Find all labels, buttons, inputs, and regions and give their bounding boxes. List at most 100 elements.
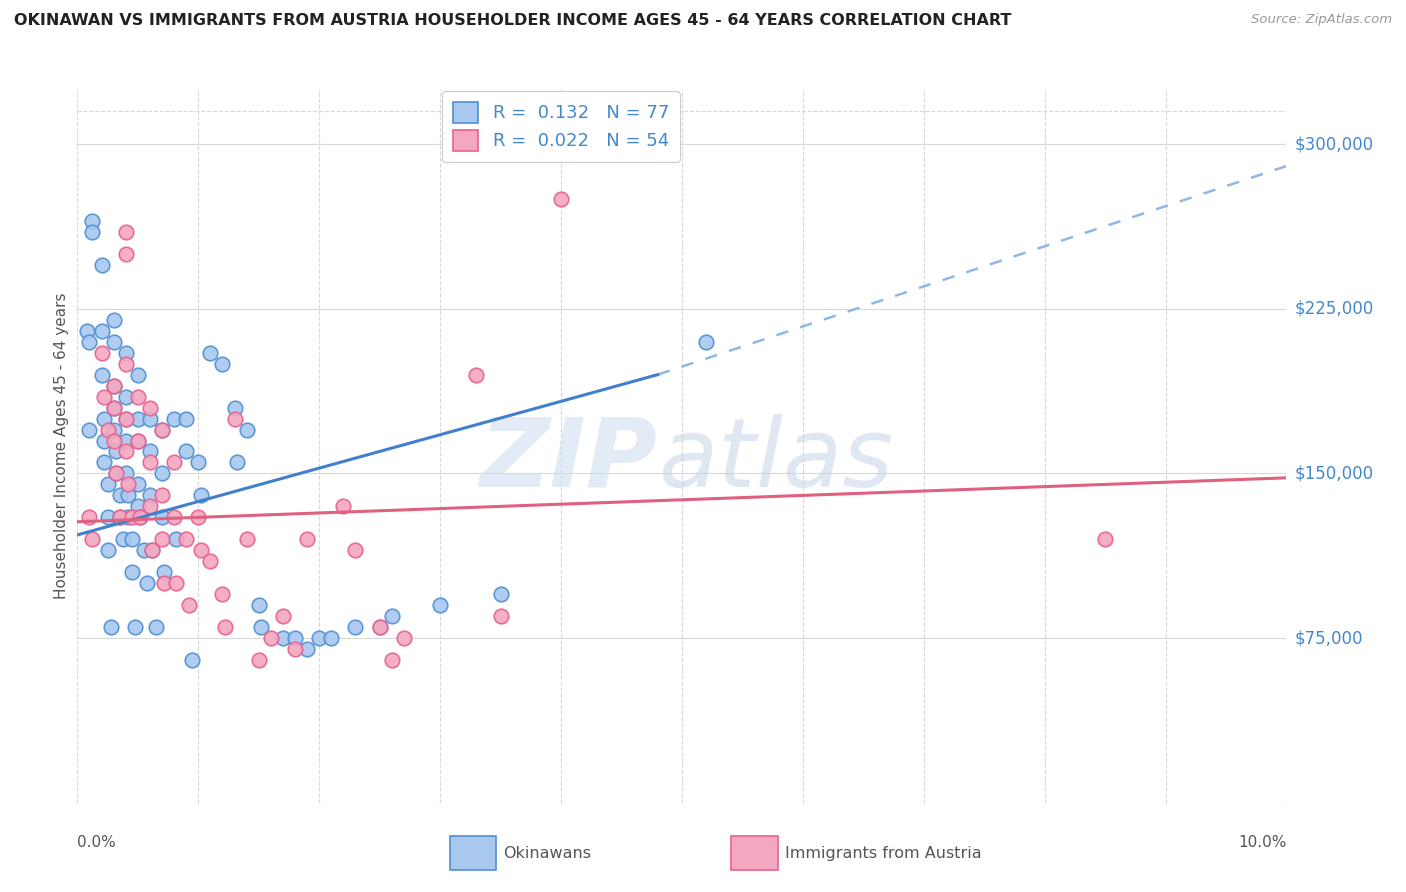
Point: [105, 444, 128, 458]
Point: [247, 653, 270, 667]
Point: [141, 543, 163, 558]
Point: [190, 543, 212, 558]
Point: [121, 510, 143, 524]
Point: [114, 411, 136, 425]
Point: [136, 576, 159, 591]
Point: [114, 467, 136, 481]
Point: [103, 378, 125, 392]
Point: [121, 533, 143, 547]
Point: [103, 401, 125, 415]
Point: [368, 620, 391, 634]
Point: [150, 533, 173, 547]
Point: [108, 510, 131, 524]
Point: [226, 455, 249, 469]
Point: [90, 368, 112, 382]
Point: [96, 477, 118, 491]
Point: [224, 411, 246, 425]
Text: atlas: atlas: [658, 414, 893, 507]
Point: [114, 390, 136, 404]
Point: [90, 258, 112, 272]
Point: [200, 554, 222, 568]
Point: [114, 225, 136, 239]
Point: [190, 488, 212, 502]
Point: [108, 488, 131, 502]
Legend: R =  0.132   N = 77, R =  0.022   N = 54: R = 0.132 N = 77, R = 0.022 N = 54: [441, 91, 681, 161]
Point: [166, 533, 188, 547]
Point: [90, 345, 112, 359]
Point: [174, 411, 197, 425]
Point: [344, 543, 367, 558]
Point: [114, 247, 136, 261]
Point: [163, 455, 186, 469]
Point: [117, 488, 139, 502]
Point: [121, 566, 143, 580]
Point: [271, 609, 294, 624]
Text: $75,000: $75,000: [1295, 629, 1364, 647]
Point: [174, 444, 197, 458]
Point: [181, 653, 204, 667]
Point: [139, 455, 162, 469]
Point: [96, 423, 118, 437]
Point: [177, 598, 200, 612]
Point: [332, 500, 354, 514]
Point: [129, 510, 152, 524]
Point: [127, 368, 149, 382]
Point: [132, 543, 155, 558]
Point: [103, 401, 125, 415]
Point: [429, 598, 451, 612]
Point: [284, 631, 307, 645]
Point: [150, 488, 173, 502]
Text: $300,000: $300,000: [1295, 135, 1374, 153]
Point: [224, 401, 246, 415]
Point: [79, 423, 101, 437]
Point: [163, 411, 186, 425]
Point: [214, 620, 236, 634]
Point: [295, 533, 318, 547]
Point: [80, 214, 103, 228]
Point: [271, 631, 294, 645]
Point: [127, 434, 149, 448]
Point: [103, 423, 125, 437]
Point: [392, 631, 415, 645]
Point: [114, 444, 136, 458]
Point: [93, 390, 115, 404]
Point: [127, 500, 149, 514]
Point: [1094, 533, 1116, 547]
Point: [260, 631, 283, 645]
Point: [550, 192, 572, 206]
Point: [103, 334, 125, 349]
Text: $225,000: $225,000: [1295, 300, 1374, 318]
Point: [489, 587, 512, 601]
Point: [79, 334, 101, 349]
Point: [129, 510, 152, 524]
Point: [105, 467, 128, 481]
Point: [114, 434, 136, 448]
Point: [187, 510, 209, 524]
Point: [103, 378, 125, 392]
Point: [93, 411, 115, 425]
Point: [150, 423, 173, 437]
Point: [150, 510, 173, 524]
Point: [96, 543, 118, 558]
Point: [141, 543, 163, 558]
Text: $150,000: $150,000: [1295, 465, 1374, 483]
Y-axis label: Householder Income Ages 45 - 64 years: Householder Income Ages 45 - 64 years: [53, 293, 69, 599]
Text: 10.0%: 10.0%: [1239, 835, 1286, 850]
Text: Okinawans: Okinawans: [503, 847, 592, 861]
Text: ZIP: ZIP: [479, 414, 658, 507]
Text: OKINAWAN VS IMMIGRANTS FROM AUSTRIA HOUSEHOLDER INCOME AGES 45 - 64 YEARS CORREL: OKINAWAN VS IMMIGRANTS FROM AUSTRIA HOUS…: [14, 13, 1011, 29]
Point: [321, 631, 343, 645]
Point: [93, 455, 115, 469]
Point: [96, 510, 118, 524]
Point: [695, 334, 717, 349]
Point: [105, 467, 128, 481]
Point: [368, 620, 391, 634]
Point: [153, 566, 176, 580]
Point: [100, 620, 122, 634]
Point: [247, 598, 270, 612]
Point: [200, 345, 222, 359]
Point: [465, 368, 488, 382]
Point: [284, 642, 307, 657]
Point: [381, 609, 404, 624]
Point: [127, 434, 149, 448]
